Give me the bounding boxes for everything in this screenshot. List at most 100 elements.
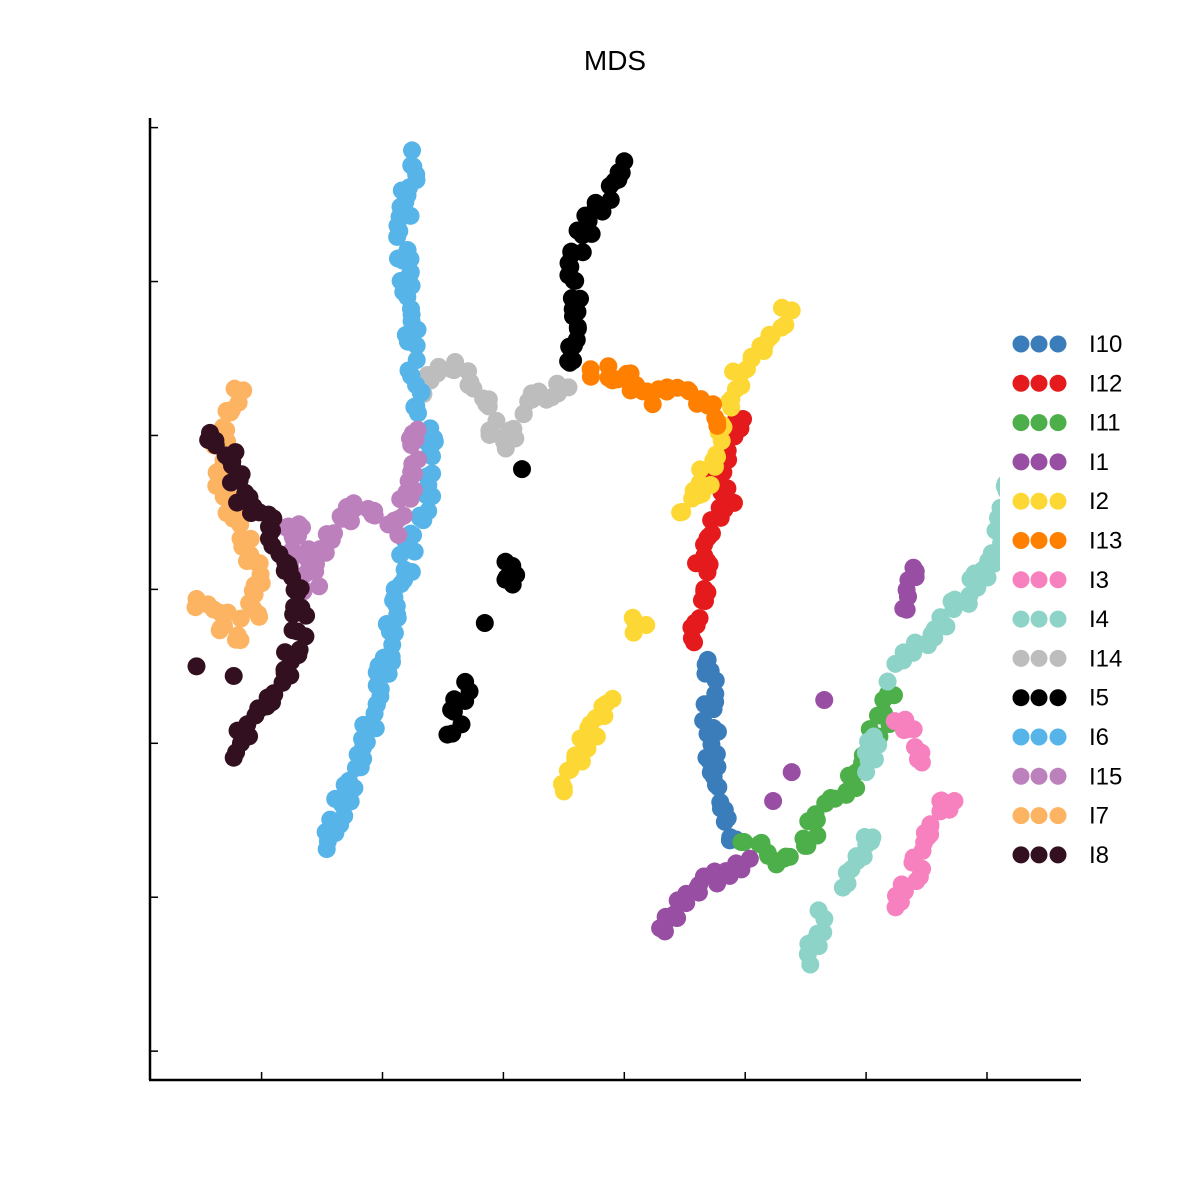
legend-marker: [1012, 767, 1030, 785]
point: [808, 826, 827, 845]
point: [359, 499, 378, 518]
point: [782, 301, 801, 320]
point: [187, 657, 206, 676]
point: [732, 376, 751, 395]
point: [354, 715, 373, 734]
point: [418, 487, 437, 506]
point: [615, 152, 634, 171]
point: [331, 507, 350, 526]
point: [712, 431, 731, 450]
legend-label: I5: [1089, 685, 1109, 712]
legend-item-i6: I6: [1012, 724, 1109, 751]
legend-marker: [1030, 414, 1048, 432]
legend-label: I11: [1089, 410, 1121, 437]
series-i8: [187, 423, 316, 767]
point: [732, 363, 751, 382]
point: [317, 840, 336, 859]
legend-marker: [1030, 689, 1048, 707]
point: [780, 847, 799, 866]
point: [599, 357, 618, 376]
legend-label: I7: [1089, 803, 1109, 830]
point: [564, 351, 583, 370]
point: [885, 686, 903, 705]
legend-marker: [1030, 532, 1048, 549]
series-i4: [798, 476, 1000, 974]
point: [997, 484, 1000, 497]
legend-marker: [1049, 374, 1067, 392]
point: [692, 591, 711, 610]
point: [442, 360, 461, 379]
legend-marker: [1030, 767, 1048, 785]
legend: I10 I12 I11 I1 I2 I13 I3 I4 I14 I5 I6 I15 I7 I8: [1012, 331, 1122, 869]
point: [782, 763, 801, 782]
point: [945, 792, 964, 811]
point: [807, 810, 826, 829]
point: [408, 404, 427, 423]
series-i13: [581, 357, 727, 435]
legend-marker: [1049, 571, 1067, 589]
point: [698, 563, 717, 582]
point: [815, 909, 834, 928]
point: [735, 833, 754, 852]
point: [689, 883, 708, 902]
point: [403, 141, 422, 160]
point: [187, 590, 206, 608]
point: [379, 515, 398, 534]
point: [284, 605, 303, 624]
point: [405, 542, 424, 561]
legend-marker: [1012, 846, 1030, 864]
point: [702, 511, 721, 530]
point: [718, 809, 737, 828]
point: [706, 775, 725, 794]
point: [643, 395, 662, 414]
point: [401, 250, 420, 269]
legend-item-i11: I11: [1012, 410, 1121, 437]
legend-marker: [1030, 807, 1048, 825]
point: [945, 590, 964, 609]
point: [904, 720, 923, 739]
legend-label: I3: [1089, 567, 1109, 594]
legend-marker: [1012, 374, 1030, 392]
legend-label: I1: [1089, 449, 1109, 476]
legend-item-i14: I14: [1012, 645, 1122, 672]
legend-marker: [1049, 846, 1067, 864]
point: [443, 724, 462, 743]
point: [601, 190, 620, 209]
legend-marker: [1012, 610, 1030, 628]
point: [226, 630, 245, 649]
point: [708, 416, 727, 435]
point: [865, 750, 884, 769]
legend-marker: [1012, 453, 1030, 471]
point: [894, 599, 913, 618]
series-i1: [651, 558, 925, 941]
point: [513, 460, 531, 479]
legend-item-i1: I1: [1012, 449, 1109, 476]
legend-marker: [1049, 453, 1067, 471]
point: [310, 577, 329, 596]
point: [857, 763, 876, 782]
legend-marker: [1030, 571, 1048, 589]
legend-item-i3: I3: [1012, 567, 1109, 594]
legend-marker: [1012, 414, 1030, 432]
point: [706, 671, 725, 690]
point: [704, 700, 723, 719]
legend-marker: [1012, 689, 1030, 707]
legend-item-i4: I4: [1012, 606, 1109, 633]
legend-label: I12: [1089, 370, 1122, 397]
legend-item-i13: I13: [1012, 528, 1122, 555]
point: [244, 497, 263, 516]
legend-marker: [1030, 610, 1048, 628]
chart-title: MDS: [584, 45, 646, 76]
point: [391, 490, 410, 509]
point: [379, 664, 398, 683]
legend-marker: [1012, 649, 1030, 667]
point: [991, 498, 1000, 517]
point: [289, 526, 308, 545]
point: [405, 465, 424, 484]
point: [479, 397, 498, 416]
point: [878, 672, 897, 691]
legend-label: I6: [1089, 724, 1109, 751]
legend-marker: [1030, 846, 1048, 864]
point: [772, 318, 791, 337]
